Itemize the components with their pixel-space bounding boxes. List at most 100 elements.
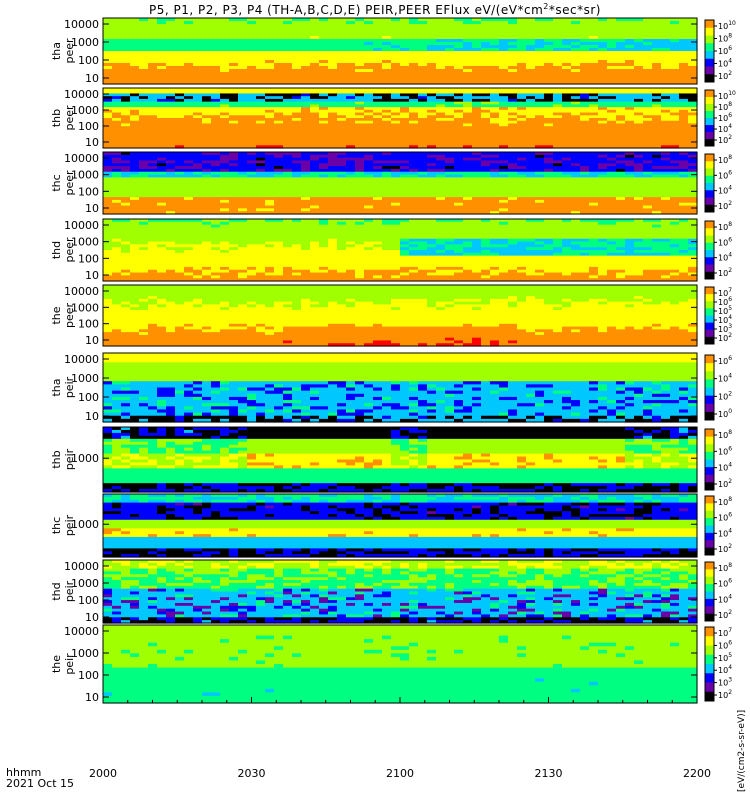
heatmap-cell <box>454 145 464 149</box>
heatmap-cell <box>157 142 167 146</box>
heatmap-cell <box>463 60 473 64</box>
heatmap-cell <box>256 142 266 146</box>
heatmap-cell <box>148 54 158 58</box>
heatmap-cell <box>148 88 158 92</box>
heatmap-cell <box>535 123 545 127</box>
heatmap-cell <box>346 93 356 97</box>
heatmap-cell <box>598 112 608 116</box>
heatmap-cell <box>409 60 419 64</box>
heatmap-cell <box>490 63 500 67</box>
heatmap-cell <box>256 81 266 85</box>
heatmap-cell <box>472 27 482 31</box>
heatmap-cell <box>652 36 662 40</box>
heatmap-cell <box>346 109 356 114</box>
heatmap-cell <box>535 33 545 37</box>
heatmap-cell <box>283 24 293 28</box>
heatmap-cell <box>283 45 293 49</box>
heatmap-cell <box>553 57 563 61</box>
heatmap-cell <box>121 69 131 73</box>
heatmap-cell <box>481 57 491 61</box>
heatmap-cell <box>688 60 698 64</box>
heatmap-cell <box>310 88 320 92</box>
heatmap-cell <box>103 96 113 100</box>
heatmap-cell <box>256 145 266 149</box>
heatmap-cell <box>283 126 293 130</box>
heatmap-cell <box>490 90 500 95</box>
heatmap-cell <box>643 131 653 135</box>
heatmap-cell <box>517 66 527 70</box>
heatmap-cell <box>166 72 176 76</box>
heatmap-cell <box>364 60 374 64</box>
heatmap-cell <box>589 123 599 127</box>
heatmap-cell <box>157 118 167 122</box>
heatmap-cell <box>409 88 419 92</box>
heatmap-cell <box>157 57 167 61</box>
heatmap-cell <box>391 137 401 141</box>
heatmap-cell <box>355 54 365 58</box>
heatmap-cell <box>517 142 527 146</box>
heatmap-cell <box>436 78 446 82</box>
heatmap-cell <box>535 30 545 34</box>
heatmap-cell <box>535 88 545 92</box>
heatmap-cell <box>229 75 239 79</box>
heatmap-cell <box>211 90 221 95</box>
heatmap-cell <box>193 57 203 61</box>
heatmap-cell <box>508 142 518 146</box>
heatmap-cell <box>139 101 149 105</box>
heatmap-cell <box>193 120 203 125</box>
heatmap-cell <box>607 134 617 138</box>
heatmap-cell <box>544 78 554 82</box>
heatmap-cell <box>454 27 464 31</box>
heatmap-cell <box>652 128 662 133</box>
heatmap-cell <box>445 30 455 34</box>
heatmap-cell <box>526 48 536 52</box>
heatmap-cell <box>238 128 248 133</box>
heatmap-cell <box>661 33 671 37</box>
heatmap-cell <box>121 45 131 49</box>
heatmap-cell <box>211 112 221 116</box>
heatmap-cell <box>382 66 392 70</box>
heatmap-cell <box>337 54 347 58</box>
heatmap-cell <box>274 112 284 116</box>
heatmap-cell <box>184 18 194 22</box>
heatmap-cell <box>553 66 563 70</box>
heatmap-cell <box>526 145 536 149</box>
heatmap-cell <box>292 54 302 58</box>
heatmap-cell <box>121 27 131 31</box>
heatmap-cell <box>103 18 113 22</box>
colorbar-segment <box>705 58 714 62</box>
heatmap-cell <box>274 128 284 133</box>
heatmap-cell <box>661 51 671 55</box>
heatmap-cell <box>544 45 554 49</box>
heatmap-cell <box>328 128 338 133</box>
heatmap-cell <box>544 24 554 28</box>
heatmap-cell <box>589 109 599 114</box>
heatmap-cell <box>490 93 500 97</box>
heatmap-cell <box>607 137 617 141</box>
heatmap-cell <box>229 120 239 125</box>
heatmap-cell <box>553 51 563 55</box>
heatmap-cell <box>112 51 122 55</box>
heatmap-cell <box>643 90 653 95</box>
heatmap-cell <box>364 69 374 73</box>
heatmap-cell <box>382 104 392 108</box>
heatmap-cell <box>661 30 671 34</box>
heatmap-cell <box>688 72 698 76</box>
heatmap-cell <box>400 93 410 97</box>
heatmap-cell <box>481 39 491 43</box>
heatmap-cell <box>283 139 293 144</box>
heatmap-cell <box>535 36 545 40</box>
heatmap-cell <box>544 101 554 105</box>
heatmap-cell <box>328 24 338 28</box>
heatmap-cell <box>607 27 617 31</box>
heatmap-cell <box>112 81 122 85</box>
heatmap-cell <box>409 69 419 73</box>
heatmap-cell <box>688 54 698 58</box>
heatmap-cell <box>643 60 653 64</box>
heatmap-cell <box>463 88 473 92</box>
heatmap-cell <box>643 36 653 40</box>
heatmap-cell <box>346 72 356 76</box>
heatmap-cell <box>220 30 230 34</box>
heatmap-cell <box>472 109 482 114</box>
heatmap-cell <box>418 75 428 79</box>
